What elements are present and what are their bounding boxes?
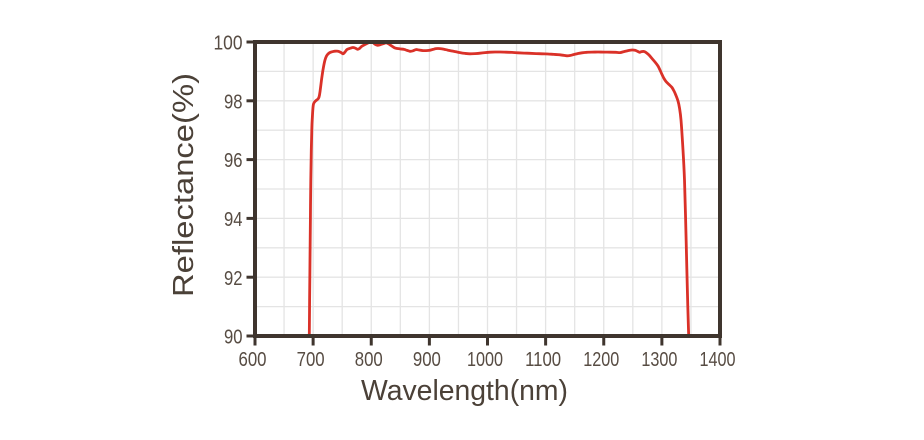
svg-text:Reflectance(%): Reflectance(%) xyxy=(168,73,200,297)
svg-text:Wavelength(nm): Wavelength(nm) xyxy=(361,375,568,407)
svg-text:98: 98 xyxy=(224,91,243,113)
svg-text:94: 94 xyxy=(224,209,243,231)
svg-text:600: 600 xyxy=(239,349,267,371)
svg-text:96: 96 xyxy=(224,150,243,172)
svg-text:1200: 1200 xyxy=(583,349,619,371)
svg-text:700: 700 xyxy=(297,349,325,371)
svg-text:90: 90 xyxy=(224,327,243,349)
svg-text:1300: 1300 xyxy=(641,349,677,371)
svg-text:1400: 1400 xyxy=(700,349,736,371)
svg-text:1000: 1000 xyxy=(467,349,503,371)
svg-text:92: 92 xyxy=(224,268,243,290)
svg-text:800: 800 xyxy=(355,349,383,371)
svg-text:100: 100 xyxy=(214,33,243,55)
svg-text:900: 900 xyxy=(413,349,441,371)
svg-text:1100: 1100 xyxy=(525,349,561,371)
